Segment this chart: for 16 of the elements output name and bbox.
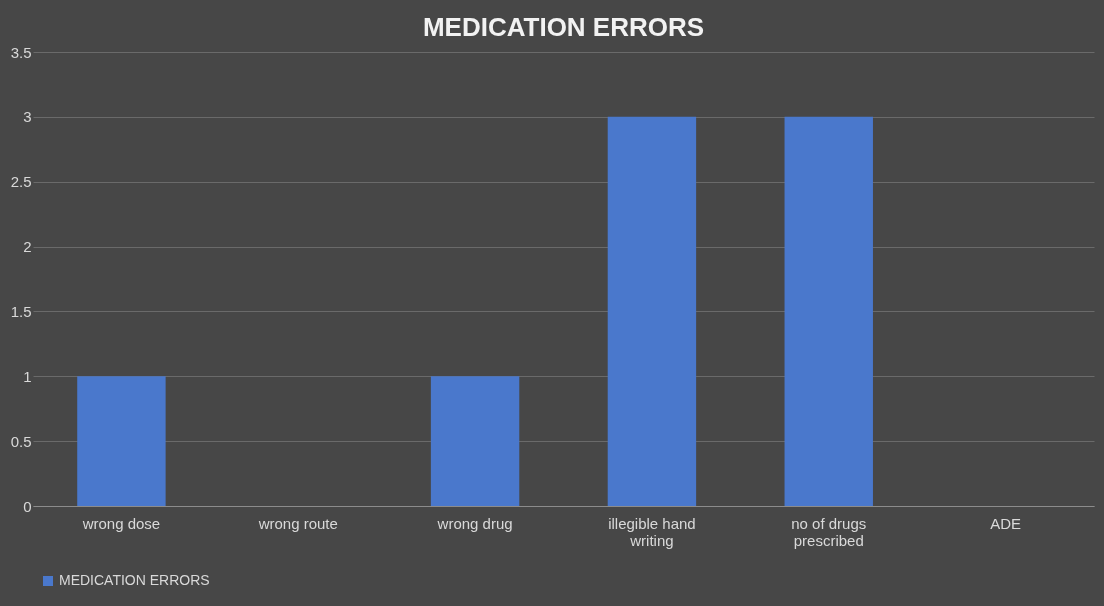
y-tick-label: 0.5	[10, 432, 32, 450]
y-tick-label: 2	[23, 238, 32, 256]
x-tick-label: ADE	[990, 514, 1022, 532]
y-tick-label: 0	[23, 497, 32, 515]
x-tick-label: no of drugs prescribed	[791, 514, 867, 549]
chart-title: MEDICATION ERRORS	[422, 12, 705, 42]
x-tick-label: illegible hand writing	[608, 514, 696, 549]
y-tick-label: 1.5	[10, 302, 32, 320]
y-tick-label: 3.5	[10, 43, 32, 61]
y-tick-label: 1	[23, 367, 32, 385]
x-tick-label: wrong dose	[81, 514, 161, 532]
y-tick-label: 2.5	[10, 173, 32, 191]
x-tick-label: wrong drug	[436, 514, 513, 532]
x-tick-label: wrong route	[257, 514, 338, 532]
legend-label: MEDICATION ERRORS	[59, 572, 210, 588]
y-tick-label: 3	[23, 108, 32, 126]
